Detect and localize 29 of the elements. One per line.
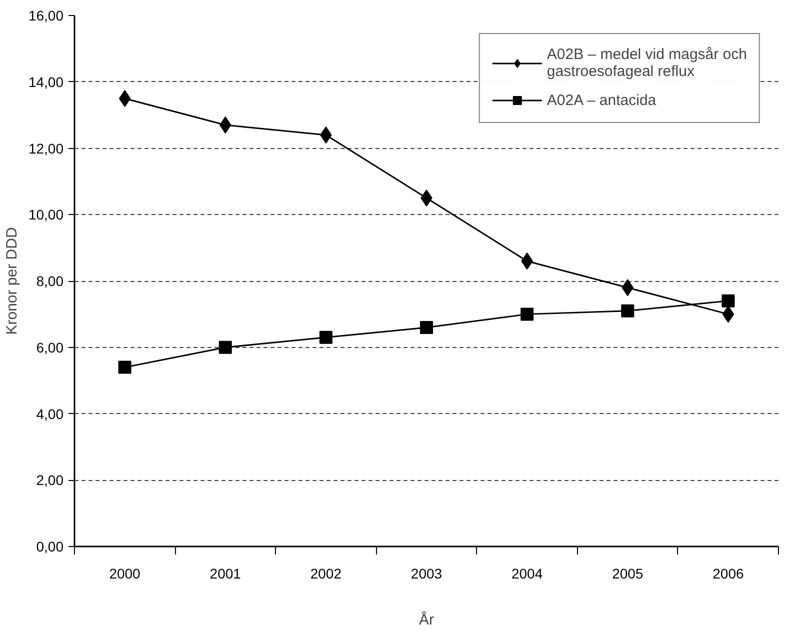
y-tick-label: 2,00 (36, 472, 64, 488)
legend-label: A02A – antacida (546, 90, 656, 110)
y-tick-label: 8,00 (36, 273, 64, 289)
x-tick-label: 2006 (712, 566, 744, 582)
y-tick-label: 10,00 (28, 206, 64, 223)
point (118, 90, 131, 107)
x-tick-label: 2004 (512, 566, 543, 582)
y-tick-label: 6,00 (36, 339, 64, 356)
x-tick-label: 2001 (210, 566, 242, 582)
y-tick-label: 16,00 (28, 8, 64, 24)
y-axis-title: Kronor per DDD (3, 227, 20, 335)
x-tick-label: 2002 (310, 566, 342, 582)
point (621, 304, 634, 318)
x-tick-label: 2000 (109, 566, 141, 582)
point (420, 320, 433, 334)
point (722, 294, 735, 308)
point (319, 330, 332, 344)
x-axis-title: År (419, 610, 434, 628)
y-tick-label: 12,00 (28, 140, 64, 156)
point (722, 306, 734, 323)
point (118, 360, 132, 374)
y-tick-label: 14,00 (28, 74, 64, 90)
x-tick-label: 2005 (612, 566, 644, 582)
y-tick-label: 0,00 (36, 538, 64, 554)
legend-label: A02B – medel vid magsår och gastroesofageal reflux (546, 46, 747, 80)
point (520, 308, 534, 321)
y-tick-label: 4,00 (36, 406, 64, 422)
point (218, 340, 232, 354)
x-tick-label: 2003 (410, 566, 442, 582)
